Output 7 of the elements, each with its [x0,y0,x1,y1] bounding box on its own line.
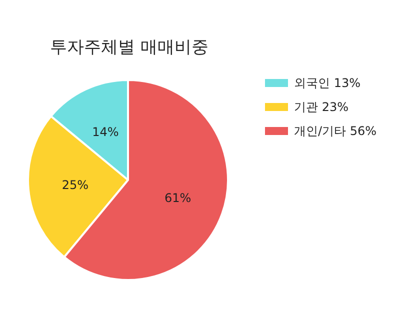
data-label: 14% [92,125,119,140]
chart-title: 투자주체별 매매비중 [50,38,208,58]
legend-label: 개인/기타 56% [294,124,377,138]
legend-label: 외국인 13% [294,76,360,90]
legend-label: 기관 23% [294,100,348,114]
data-label: 25% [62,178,89,192]
data-label: 61% [164,190,192,205]
